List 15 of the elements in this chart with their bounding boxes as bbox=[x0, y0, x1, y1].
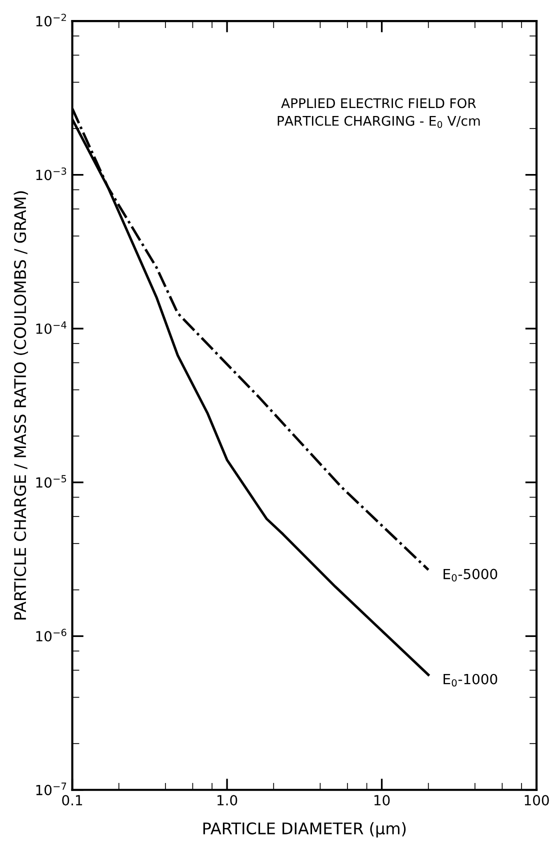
y-tick-label: 10$^{−5}$ bbox=[36, 475, 66, 488]
x-tick-label: 1.0 bbox=[218, 794, 238, 806]
series-label: E$_{0}$-1000 bbox=[444, 674, 498, 687]
y-tick-label: 10$^{−3}$ bbox=[36, 167, 66, 180]
x-axis-title: PARTICLE DIAMETER (μm) bbox=[203, 822, 406, 838]
y-axis-title: PARTICLE CHARGE / MASS RATIO (COULOMBS / GRAM) bbox=[14, 191, 28, 620]
series-label: E$_{0}$-5000 bbox=[444, 568, 498, 582]
y-tick-label: 10$^{−2}$ bbox=[36, 14, 66, 26]
x-tick-label: 0.1 bbox=[62, 794, 82, 806]
x-tick-label: 10 bbox=[374, 794, 390, 806]
y-tick-label: 10$^{−6}$ bbox=[36, 628, 66, 642]
y-tick-label: 10$^{−4}$ bbox=[36, 321, 66, 334]
y-tick-label: 10$^{−7}$ bbox=[36, 782, 66, 796]
x-tick-label: 100 bbox=[524, 794, 549, 806]
annotation: APPLIED ELECTRIC FIELD FOR PARTICLE CHARGING - E$_{0}$ V/cm bbox=[278, 98, 480, 128]
